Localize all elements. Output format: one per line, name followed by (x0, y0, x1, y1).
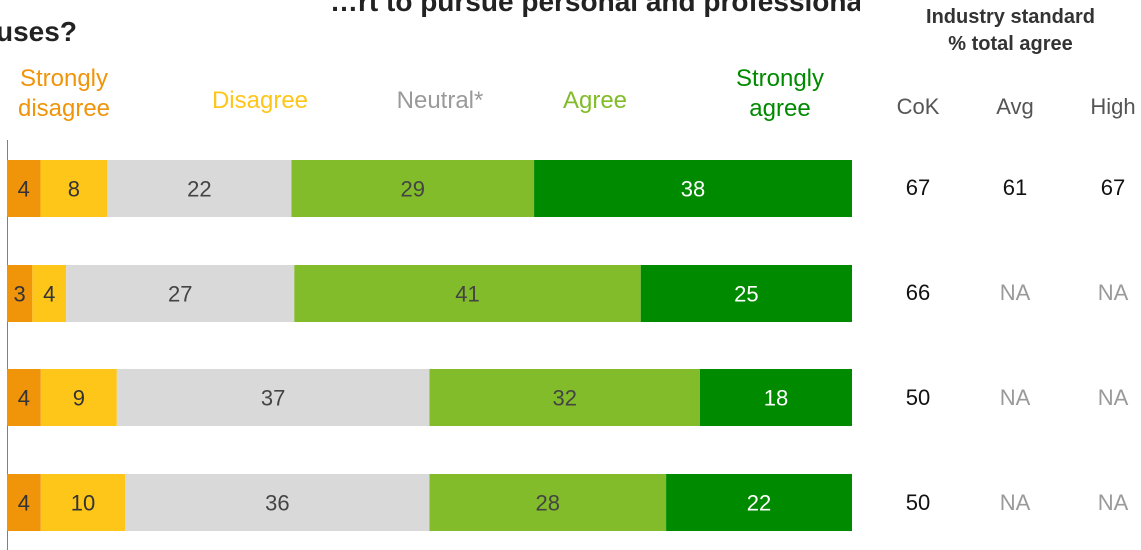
data-label-strongly-disagree-row-1: 4 (18, 177, 30, 202)
bar-segment-strongly-agree-row-2 (640, 265, 852, 322)
bar-segment-strongly-disagree-row-3 (7, 369, 41, 426)
bar-segment-strongly-disagree-row-4 (7, 474, 41, 531)
data-label-agree-row-1: 29 (401, 177, 425, 202)
legend-strongly-disagree: Strongly disagree (17, 65, 111, 122)
legend-neutral: Neutral* (396, 87, 484, 114)
bar-segment-neutral-row-2 (66, 265, 295, 322)
industry-title-line-2: % total agree (948, 33, 1073, 55)
data-label-strongly-disagree-row-2: 3 (14, 282, 26, 307)
data-label-strongly-agree-row-4: 22 (747, 491, 771, 516)
bar-segment-agree-row-1 (291, 160, 535, 217)
bar-segment-neutral-row-1 (107, 160, 292, 217)
industry-value-high-row-4: NA (1097, 490, 1129, 515)
category-axis-line (7, 140, 8, 550)
industry-standard-title: Industry standard % total agree (880, 4, 1141, 58)
industry-value-cok-row-3: 50 (905, 385, 931, 410)
data-label-strongly-agree-row-2: 25 (734, 282, 758, 307)
industry-value-avg-row-2: NA (999, 280, 1031, 305)
data-label-agree-row-2: 41 (455, 282, 479, 307)
industry-value-avg-row-3: NA (999, 385, 1031, 410)
column-header-cok: CoK (896, 94, 940, 119)
title-line-2: uses? (0, 16, 77, 47)
industry-value-cok-row-1: 67 (905, 175, 931, 200)
bar-segment-neutral-row-3 (116, 369, 430, 426)
data-label-disagree-row-3: 9 (73, 386, 85, 411)
legend-agree: Agree (562, 87, 628, 114)
industry-value-high-row-1: 67 (1100, 175, 1126, 200)
data-label-strongly-agree-row-3: 18 (764, 386, 788, 411)
bar-segment-disagree-row-1 (40, 160, 108, 217)
data-label-agree-row-4: 28 (536, 491, 560, 516)
bar-segment-disagree-row-4 (40, 474, 126, 531)
column-header-high: High (1090, 94, 1136, 119)
data-label-agree-row-3: 32 (552, 386, 576, 411)
industry-value-cok-row-4: 50 (905, 490, 931, 515)
title-line-1: …rt to pursue personal and professional (330, 0, 860, 17)
data-label-neutral-row-2: 27 (168, 282, 192, 307)
data-label-neutral-row-3: 37 (261, 386, 285, 411)
bar-segment-strongly-disagree-row-1 (7, 160, 41, 217)
bar-segment-strongly-disagree-row-2 (7, 265, 33, 322)
data-label-disagree-row-2: 4 (43, 282, 55, 307)
data-label-neutral-row-1: 22 (187, 177, 211, 202)
industry-title-line-1: Industry standard (926, 6, 1095, 28)
data-label-strongly-disagree-row-4: 4 (18, 491, 30, 516)
bar-segment-agree-row-4 (429, 474, 667, 531)
column-header-avg: Avg (996, 94, 1034, 119)
industry-value-high-row-2: NA (1097, 280, 1129, 305)
industry-value-high-row-3: NA (1097, 385, 1129, 410)
legend-disagree: Disagree (211, 87, 309, 114)
data-label-strongly-agree-row-1: 38 (681, 177, 705, 202)
bar-segment-strongly-agree-row-1 (534, 160, 852, 217)
bar-segment-strongly-agree-row-4 (666, 474, 852, 531)
bar-segment-disagree-row-2 (32, 265, 67, 322)
bar-segment-neutral-row-4 (125, 474, 430, 531)
industry-value-avg-row-1: 61 (1002, 175, 1028, 200)
bar-segment-agree-row-3 (429, 369, 700, 426)
legend-strongly-agree: Strongly agree (735, 65, 825, 122)
bar-segment-agree-row-2 (294, 265, 641, 322)
data-label-disagree-row-1: 8 (68, 177, 80, 202)
stacked-bar-chart: 4 8 22 29 383 4 27 41 254 9 37 32 184 10 36 28 22 (7, 160, 852, 531)
data-label-disagree-row-4: 10 (71, 491, 95, 516)
bar-segment-disagree-row-3 (40, 369, 117, 426)
chart-title: …rt to pursue personal and professional … (0, 0, 860, 52)
data-label-strongly-disagree-row-3: 4 (18, 386, 30, 411)
data-label-neutral-row-4: 36 (265, 491, 289, 516)
industry-value-avg-row-4: NA (999, 490, 1031, 515)
industry-value-cok-row-2: 66 (905, 280, 931, 305)
bar-segment-strongly-agree-row-3 (699, 369, 852, 426)
